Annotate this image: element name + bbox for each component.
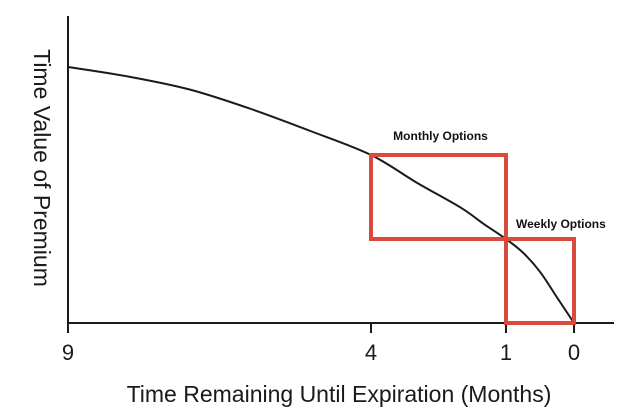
x-axis-ticks: 9 4 1 0: [62, 323, 580, 365]
weekly-options-box: [504, 237, 576, 325]
monthly-options-box: [369, 153, 508, 241]
weekly-options-label: Weekly Options: [516, 217, 606, 231]
x-tick-label: 0: [568, 340, 580, 365]
decay-curve: [67, 66, 575, 324]
x-tick-label: 9: [62, 340, 74, 365]
x-tick-label: 1: [500, 340, 512, 365]
annotations: Monthly Options Weekly Options: [369, 129, 606, 325]
x-tick-label: 4: [365, 340, 377, 365]
x-axis-title: Time Remaining Until Expiration (Months): [127, 381, 552, 407]
monthly-options-label: Monthly Options: [393, 129, 488, 143]
plot-area: [67, 66, 575, 324]
y-axis-title: Time Value of Premium: [29, 49, 55, 287]
